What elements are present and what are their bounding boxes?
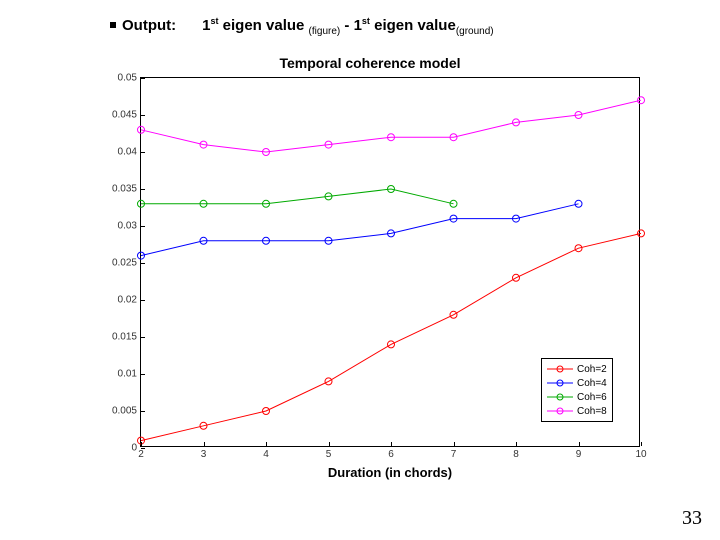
legend-item: Coh=4 bbox=[547, 376, 607, 390]
x-tick-label: 3 bbox=[201, 449, 207, 460]
series-marker-coh8 bbox=[638, 97, 645, 104]
legend-label: Coh=6 bbox=[577, 392, 607, 403]
y-tick-label: 0.025 bbox=[112, 258, 137, 269]
y-tick-label: 0.04 bbox=[118, 147, 137, 158]
x-tick-label: 4 bbox=[263, 449, 269, 460]
legend-item: Coh=2 bbox=[547, 362, 607, 376]
legend-swatch bbox=[547, 363, 573, 375]
header-row: Output: 1st eigen value (figure) - 1st e… bbox=[110, 16, 494, 37]
y-tick-label: 0.035 bbox=[112, 184, 137, 195]
x-tick-label: 10 bbox=[635, 449, 646, 460]
series-line-coh6 bbox=[141, 189, 454, 204]
legend-item: Coh=6 bbox=[547, 390, 607, 404]
x-tick-label: 5 bbox=[326, 449, 332, 460]
y-tick-label: 0.015 bbox=[112, 332, 137, 343]
legend-box: Coh=2 Coh=4 Coh=6 Coh=8 bbox=[541, 358, 613, 422]
x-tick-label: 2 bbox=[138, 449, 144, 460]
x-axis-label: Duration (in chords) bbox=[140, 465, 640, 480]
f-hy: - 1 bbox=[340, 17, 362, 34]
y-tick-label: 0 bbox=[131, 443, 137, 454]
chart-container: Temporal coherence model Coh=2 Coh=4 Coh=6… bbox=[90, 55, 650, 485]
series-line-coh8 bbox=[141, 100, 641, 152]
legend-swatch bbox=[547, 391, 573, 403]
output-label: Output: bbox=[122, 17, 176, 34]
y-tick-label: 0.05 bbox=[118, 73, 137, 84]
legend-label: Coh=8 bbox=[577, 406, 607, 417]
legend-label: Coh=2 bbox=[577, 364, 607, 375]
chart-title: Temporal coherence model bbox=[90, 55, 650, 71]
legend-swatch bbox=[547, 377, 573, 389]
y-tick-label: 0.02 bbox=[118, 295, 137, 306]
page-number: 33 bbox=[682, 507, 702, 530]
f-sub2: (ground) bbox=[456, 26, 494, 37]
legend-item: Coh=8 bbox=[547, 404, 607, 418]
plot-area: Coh=2Coh=4Coh=6Coh=8 00.0050.010.0150.02… bbox=[140, 77, 640, 447]
legend-swatch bbox=[547, 405, 573, 417]
f-sup2: st bbox=[362, 16, 370, 26]
y-tick-label: 0.045 bbox=[112, 110, 137, 121]
legend-label: Coh=4 bbox=[577, 378, 607, 389]
y-tick-label: 0.03 bbox=[118, 221, 137, 232]
series-line-coh4 bbox=[141, 204, 579, 256]
f-mid1: eigen value bbox=[219, 17, 309, 34]
x-tick-label: 8 bbox=[513, 449, 519, 460]
f-sup1: st bbox=[210, 16, 218, 26]
y-tick-label: 0.005 bbox=[112, 406, 137, 417]
x-tick-label: 6 bbox=[388, 449, 394, 460]
x-tick-label: 7 bbox=[451, 449, 457, 460]
x-tick-label: 9 bbox=[576, 449, 582, 460]
f-mid2: eigen value bbox=[370, 17, 456, 34]
f-sub1: (figure) bbox=[309, 26, 341, 37]
y-tick-label: 0.01 bbox=[118, 369, 137, 380]
output-formula: 1st eigen value (figure) - 1st eigen val… bbox=[202, 16, 493, 37]
bullet-icon bbox=[110, 22, 116, 28]
